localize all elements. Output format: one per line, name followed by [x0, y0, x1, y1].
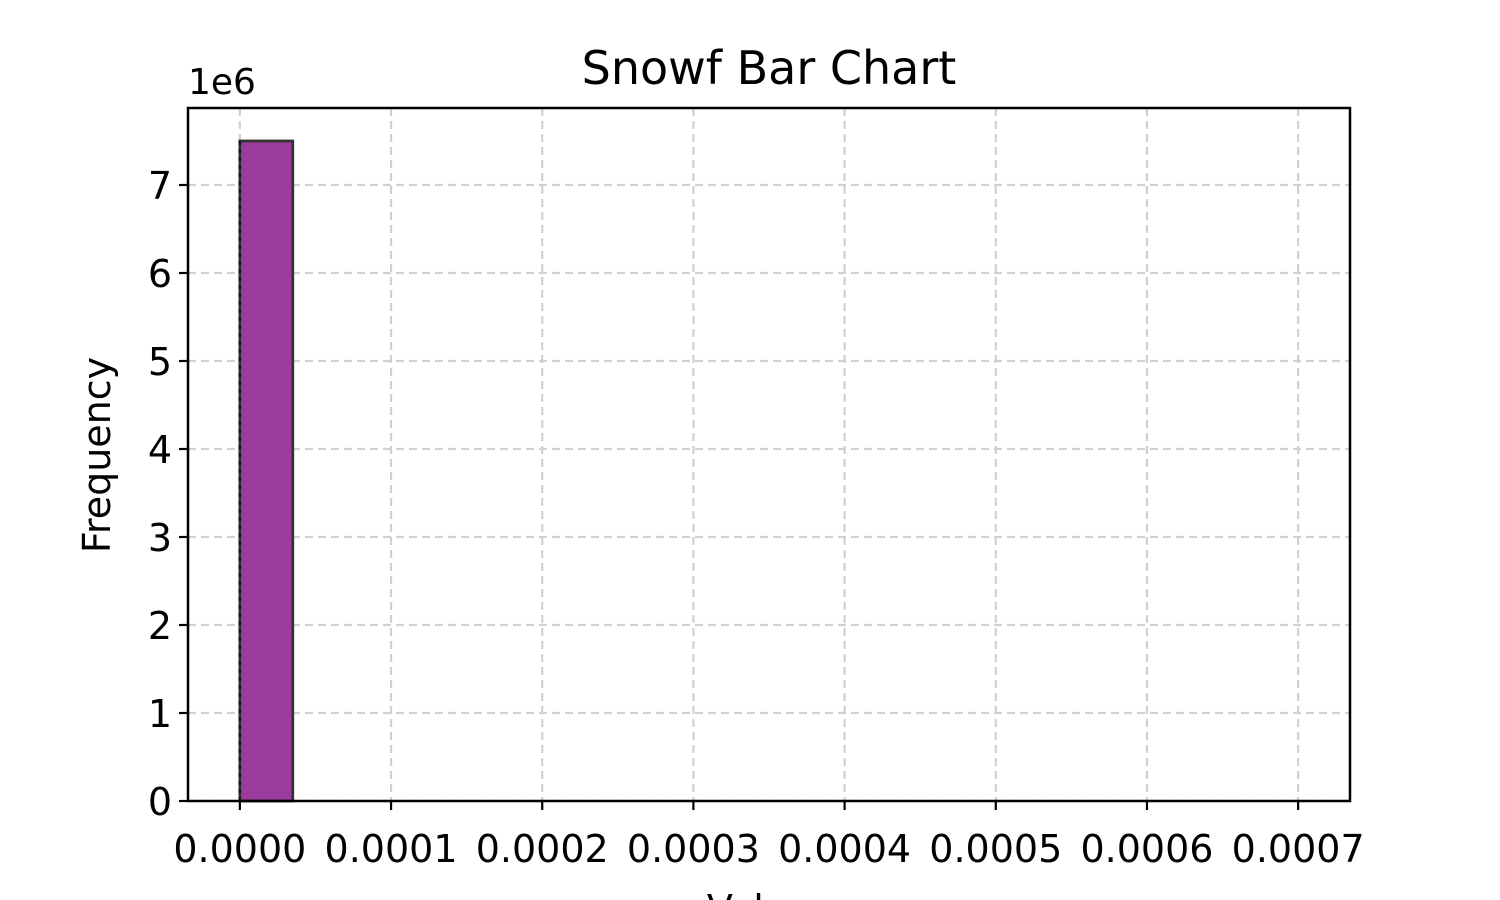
y-axis-offset-label: 1e6 — [188, 62, 256, 103]
x-tick-label: 0.0002 — [476, 827, 609, 871]
y-tick-label: 6 — [148, 252, 172, 296]
y-tick-label: 2 — [148, 604, 172, 648]
x-tick-label: 0.0004 — [778, 827, 911, 871]
y-tick-label: 4 — [148, 428, 172, 472]
y-tick-label: 0 — [148, 780, 172, 824]
x-tick-label: 0.0005 — [929, 827, 1062, 871]
bars — [238, 139, 295, 803]
chart-title: Snowf Bar Chart — [582, 41, 957, 95]
bar — [238, 139, 295, 803]
axes — [186, 106, 1352, 803]
x-tick-label: 0.0003 — [627, 827, 760, 871]
x-axis-label: Values — [707, 887, 831, 900]
y-tick-label: 1 — [148, 692, 172, 736]
y-tick-label: 7 — [148, 164, 172, 208]
grid-lines — [188, 108, 1350, 803]
x-axis-ticks: 0.0000 0.0001 0.0002 0.0003 0.0004 0.0005 0.00… — [173, 801, 1365, 871]
x-tick-label: 0.0007 — [1232, 827, 1365, 871]
x-tick-label: 0.0000 — [173, 827, 306, 871]
y-axis-ticks: 0 1 2 3 4 5 6 7 — [148, 164, 188, 824]
x-tick-label: 0.0006 — [1080, 827, 1213, 871]
y-tick-label: 3 — [148, 516, 172, 560]
y-tick-label: 5 — [148, 340, 172, 384]
y-axis-label: Frequency — [75, 357, 119, 553]
plot-frame — [186, 106, 1352, 803]
x-tick-label: 0.0001 — [325, 827, 458, 871]
